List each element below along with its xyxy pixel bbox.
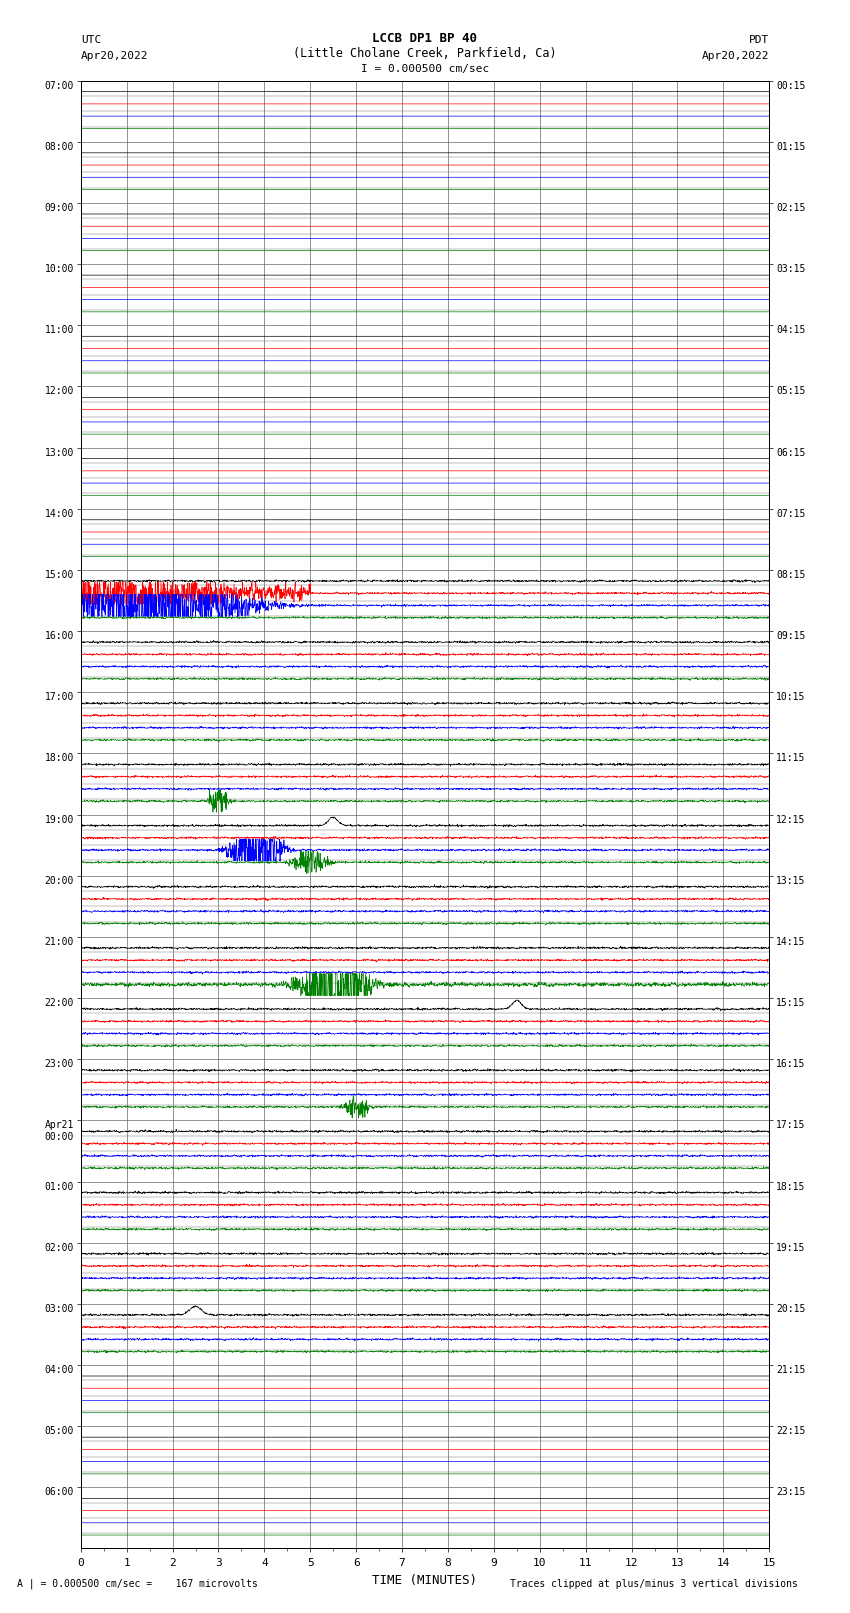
Text: Apr20,2022: Apr20,2022 bbox=[81, 52, 148, 61]
Text: UTC: UTC bbox=[81, 35, 101, 45]
Text: PDT: PDT bbox=[749, 35, 769, 45]
Text: Apr20,2022: Apr20,2022 bbox=[702, 52, 769, 61]
Text: A | = 0.000500 cm/sec =    167 microvolts: A | = 0.000500 cm/sec = 167 microvolts bbox=[17, 1579, 258, 1589]
Text: LCCB DP1 BP 40: LCCB DP1 BP 40 bbox=[372, 32, 478, 45]
Text: (Little Cholane Creek, Parkfield, Ca): (Little Cholane Creek, Parkfield, Ca) bbox=[293, 47, 557, 60]
Text: Traces clipped at plus/minus 3 vertical divisions: Traces clipped at plus/minus 3 vertical … bbox=[510, 1579, 798, 1589]
Text: I = 0.000500 cm/sec: I = 0.000500 cm/sec bbox=[361, 65, 489, 74]
X-axis label: TIME (MINUTES): TIME (MINUTES) bbox=[372, 1574, 478, 1587]
